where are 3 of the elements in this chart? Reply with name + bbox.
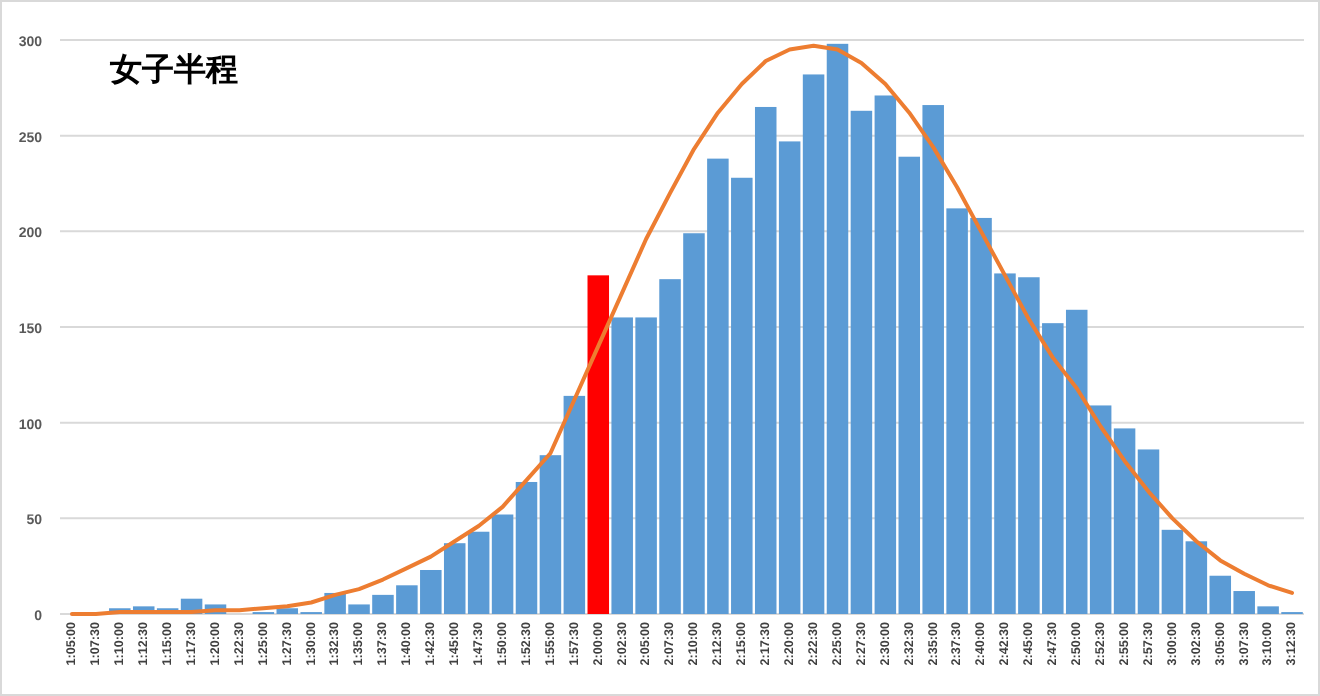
line-series: [69, 43, 1295, 616]
bar: [587, 275, 610, 614]
chart-title: 女子半程: [108, 52, 238, 88]
